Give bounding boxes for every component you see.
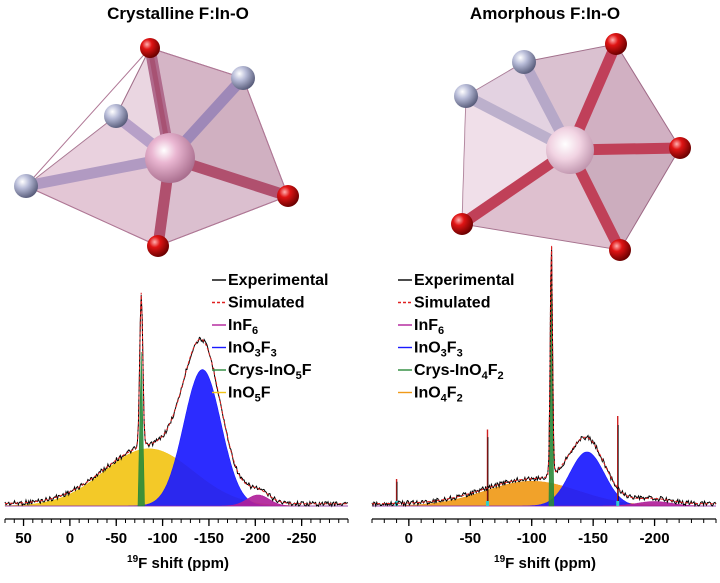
indium-atom (145, 133, 195, 183)
spectrum-crystalline: 50 0 -50 -100 -150 -200 -250 Experimental Simula… (4, 272, 349, 547)
oxygen-atom (140, 38, 160, 58)
component-InO3F3 (5, 369, 348, 507)
x-axis-label-crystalline: 19F shift (ppm) (127, 554, 229, 572)
tick-label: -100 (517, 530, 547, 547)
title-crystalline: Crystalline F:In-O (107, 4, 249, 23)
indium-atom (546, 126, 594, 174)
legend-label: Simulated (414, 295, 490, 312)
tick-label: -50 (105, 530, 127, 547)
tick-label: 0 (405, 530, 413, 547)
x-axis-label-amorphous: 19F shift (ppm) (494, 554, 596, 572)
legend-label: InO5F (228, 385, 271, 405)
fluorine-atom (231, 66, 255, 90)
tick-label: -200 (240, 530, 270, 547)
tick-label: -50 (459, 530, 481, 547)
oxygen-atom (605, 33, 627, 55)
legend-label: Experimental (228, 272, 328, 289)
tick-label: 0 (66, 530, 74, 547)
legend-label: InO3F3 (228, 340, 277, 360)
legend-label: Experimental (414, 272, 514, 289)
tick-label: -150 (578, 530, 608, 547)
crystalline-atoms (14, 38, 299, 257)
oxygen-atom (669, 137, 691, 159)
fluorine-atom (512, 50, 536, 74)
legend-label: Simulated (228, 295, 304, 312)
component-Crys-InO5F (137, 351, 145, 507)
tick-label: -100 (148, 530, 178, 547)
legend-label: Crys-InO4F2 (414, 362, 504, 382)
title-amorphous: Amorphous F:In-O (470, 4, 620, 23)
tick-label: -200 (640, 530, 670, 547)
oxygen-atom (609, 239, 631, 261)
sharp-peak-base (485, 501, 489, 506)
oxygen-atom (147, 235, 169, 257)
legend-label: InO4F2 (414, 385, 463, 405)
component-InF6 (372, 501, 716, 507)
oxygen-atom (277, 185, 299, 207)
tick-label: -150 (194, 530, 224, 547)
spectrum-amorphous: 0 -50 -100 -150 -200 Experimental Simulated InF… (371, 245, 717, 547)
amorphous-atoms (451, 33, 691, 261)
legend-label: InF6 (228, 317, 258, 337)
legend-label: Crys-InO5F (228, 362, 312, 382)
fluorine-atom (104, 104, 128, 128)
fluorine-atom (454, 84, 478, 108)
amorphous-polyhedron (451, 33, 691, 261)
crystalline-polyhedron (14, 38, 299, 257)
legend-label: InO3F3 (414, 340, 463, 360)
experimental-trace (371, 246, 717, 508)
legend-label: InF6 (414, 317, 444, 337)
simulated-trace (5, 292, 348, 505)
simulated-trace (372, 245, 716, 505)
oxygen-atom (451, 213, 473, 235)
tick-label: 50 (15, 530, 32, 547)
tick-label: -250 (287, 530, 317, 547)
fluorine-atom (14, 174, 38, 198)
sharp-peak-base (616, 501, 620, 506)
